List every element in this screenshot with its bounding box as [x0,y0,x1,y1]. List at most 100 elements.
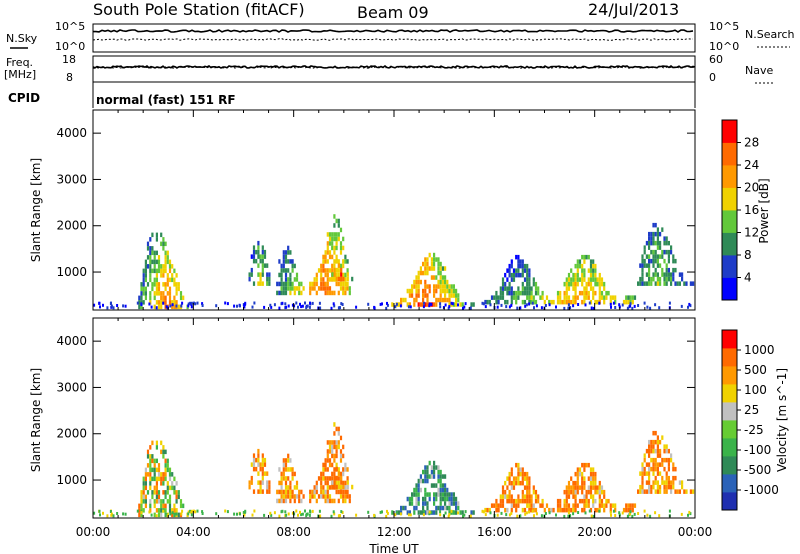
power-cell-5-47 [515,295,518,300]
power-cell-4-92 [439,293,442,298]
velocity-cell-5-185 [585,503,588,508]
velocity-cell-5-75 [523,485,527,490]
velocity-ground-58 [162,509,165,513]
power-cell-5-252 [631,299,634,305]
power-cell-5-59 [517,254,520,260]
power-cell-2-58 [298,281,301,287]
velocity-cell-2-28 [284,462,288,468]
velocity-cell-2-77 [320,489,323,495]
velocity-cell-0-13 [142,485,145,491]
power-cell-1-31 [261,245,264,250]
velocity-cell-6-76 [661,480,664,485]
power-cell-6-69 [659,281,662,286]
velocity-cell-2-56 [298,498,301,504]
velocity-ground-151 [233,512,236,516]
velocity-cell-5-166 [578,471,582,477]
power-cell-1-1 [248,272,251,277]
velocity-cell-2-124 [331,449,334,454]
power-cell-2-10 [280,272,283,278]
velocity-cell-2-66 [311,489,314,495]
power-cell-5-111 [543,299,546,305]
velocity-cell-6-116 [676,489,679,494]
velocity-cell-2-92 [324,480,327,486]
velocity-cell-2-108 [328,498,332,504]
power-cell-5-166 [578,263,582,269]
velocity-cell-5-57 [517,471,520,477]
velocity-cell-1-25 [261,480,264,485]
velocity-cell-2-1 [276,489,279,495]
power-cell-5-232 [600,277,604,282]
power-cell-5-156 [574,263,577,269]
power-cell-5-106 [537,290,540,296]
power-cell-0-130 [173,300,176,305]
velocity-ground-50 [304,509,306,513]
power-cell-2-112 [328,254,332,260]
velocity-cell-5-118 [556,498,560,504]
velocity-cell-2-53 [295,494,299,499]
velocity-cell-6-14 [643,457,646,463]
power-cell-5-45 [512,268,516,273]
power-cell-2-139 [335,281,338,287]
power-cell-0-21 [144,268,147,274]
power-cell-2-109 [328,286,332,291]
velocity-ground-107 [528,510,531,514]
power-cell-1-36 [266,276,269,282]
power-ground-109 [535,304,538,308]
power-cell-5-73 [523,290,527,296]
velocity-ground-130 [287,512,290,516]
power-cell-2-102 [326,268,329,273]
power-cell-6-24 [648,267,651,273]
velocity-cell-5-248 [627,507,630,513]
power-cell-6-37 [650,236,653,241]
velocity-cell-0-120 [168,485,172,491]
power-ground-140 [124,304,127,308]
power-cell-4-113 [446,297,449,303]
power-ground-134 [379,302,382,306]
velocity-cell-5-207 [592,485,595,490]
power-cell-5-176 [583,299,586,305]
velocity-cell-3-16 [351,484,354,490]
power-cell-0-13 [142,277,145,283]
power-cell-5-251 [629,295,632,300]
power-ground-51 [140,303,143,307]
colorbar-swatch-6 [722,142,737,166]
velocity-cell-2-12 [280,471,283,477]
velocity-ground-150 [285,513,288,517]
power-ground-86 [367,302,370,306]
power-cell-2-48 [291,259,294,264]
power-cell-6-19 [645,254,648,259]
velocity-cell-5-214 [594,489,597,495]
velocity-cell-2-135 [333,444,336,450]
velocity-cell-2-10 [280,480,283,486]
velocity-cell-4-24 [415,483,418,488]
velocity-cell-5-84 [526,476,529,481]
velocity-cell-4-52 [426,505,429,511]
velocity-cell-5-158 [576,489,579,495]
velocity-cell-5-251 [629,503,632,508]
power-cell-0-98 [164,300,167,305]
velocity-cell-1-34 [263,457,267,463]
power-cell-6-64 [656,245,659,250]
velocity-cell-0-59 [155,499,158,504]
power-ground-144 [301,304,304,308]
velocity-cell-0-107 [164,449,167,455]
power-cell-2-71 [315,281,318,287]
velocity-cell-0-122 [168,472,172,477]
power-cell-3-9 [337,263,341,268]
velocity-cell-0-40 [149,445,152,450]
velocity-cell-3-15 [346,480,349,485]
power-cell-6-20 [645,240,648,246]
velocity-cell-6-49 [654,489,657,494]
power-cell-2-159 [337,218,340,224]
velocity-cell-2-21 [284,498,288,504]
velocity-cell-2-157 [337,440,340,445]
velocity-cell-2-160 [339,494,343,499]
power-cell-2-158 [337,223,340,228]
velocity-cell-0-60 [155,494,158,500]
power-cell-0-119 [168,286,172,292]
velocity-cell-5-219 [596,507,599,513]
power-ground-153 [609,302,612,306]
velocity-cell-2-45 [291,489,294,495]
power-cell-4-6 [404,297,407,303]
velocity-ground-42 [563,514,566,518]
